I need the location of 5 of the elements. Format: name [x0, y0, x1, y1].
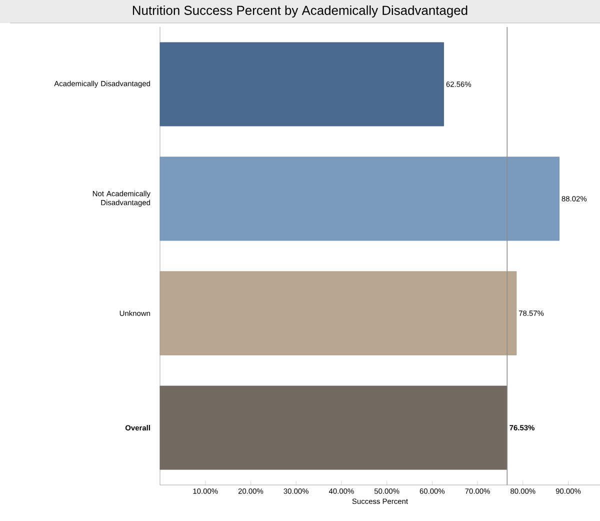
bar [160, 42, 444, 126]
bar [160, 156, 560, 241]
chart-title: Nutrition Success Percent by Academically Disadvantaged [132, 5, 468, 18]
bar [160, 271, 517, 356]
bar [160, 386, 508, 470]
